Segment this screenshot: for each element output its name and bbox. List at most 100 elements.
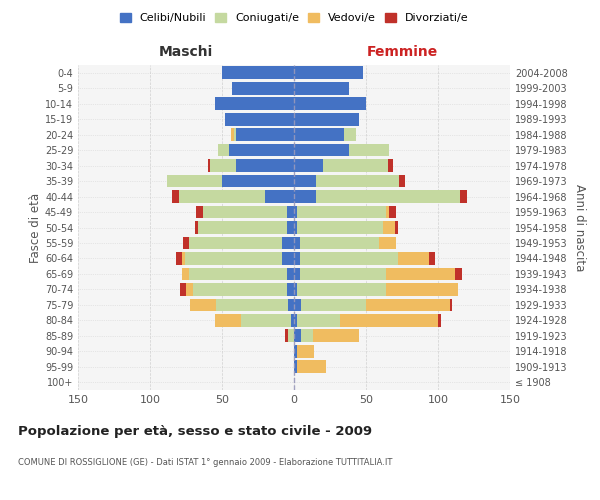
Bar [286, 330, 288, 342]
Bar [218, 144, 229, 156]
Bar [265, 190, 294, 203]
Bar [297, 314, 340, 326]
Legend: Celibi/Nubili, Coniugati/e, Vedovi/e, Divorziati/e: Celibi/Nubili, Coniugati/e, Vedovi/e, Di… [118, 10, 470, 26]
Bar [294, 128, 344, 141]
Bar [225, 113, 294, 126]
Bar [186, 283, 193, 296]
Bar [383, 221, 395, 234]
Bar [288, 330, 294, 342]
Bar [294, 298, 301, 311]
Y-axis label: Anni di nascita: Anni di nascita [573, 184, 586, 271]
Bar [194, 221, 197, 234]
Bar [366, 298, 449, 311]
Bar [291, 314, 294, 326]
Bar [438, 314, 441, 326]
Bar [197, 221, 287, 234]
Bar [294, 113, 359, 126]
Text: Popolazione per età, sesso e stato civile - 2009: Popolazione per età, sesso e stato civil… [18, 425, 372, 438]
Bar [294, 174, 316, 188]
Bar [294, 98, 366, 110]
Bar [294, 190, 316, 203]
Bar [232, 82, 294, 94]
Bar [287, 283, 294, 296]
Bar [229, 144, 294, 156]
Text: COMUNE DI ROSSIGLIONE (GE) - Dati ISTAT 1° gennaio 2009 - Elaborazione TUTTITALI: COMUNE DI ROSSIGLIONE (GE) - Dati ISTAT … [18, 458, 392, 467]
Bar [182, 268, 189, 280]
Bar [300, 252, 398, 265]
Bar [297, 221, 383, 234]
Bar [179, 190, 265, 203]
Bar [430, 252, 435, 265]
Bar [215, 98, 294, 110]
Bar [180, 283, 186, 296]
Bar [294, 159, 323, 172]
Bar [323, 159, 388, 172]
Bar [172, 190, 179, 203]
Bar [203, 206, 287, 218]
Bar [211, 159, 236, 172]
Bar [379, 236, 396, 250]
Bar [340, 314, 438, 326]
Bar [236, 128, 294, 141]
Bar [241, 314, 291, 326]
Bar [294, 221, 297, 234]
Bar [398, 252, 430, 265]
Bar [300, 236, 379, 250]
Bar [189, 268, 287, 280]
Bar [294, 268, 300, 280]
Bar [294, 206, 297, 218]
Bar [389, 206, 396, 218]
Bar [294, 283, 297, 296]
Bar [216, 298, 288, 311]
Bar [297, 360, 326, 373]
Bar [449, 298, 452, 311]
Bar [208, 159, 211, 172]
Bar [287, 206, 294, 218]
Bar [189, 236, 283, 250]
Bar [297, 283, 386, 296]
Text: Femmine: Femmine [367, 44, 437, 59]
Bar [190, 298, 216, 311]
Bar [283, 252, 294, 265]
Bar [182, 252, 185, 265]
Bar [215, 314, 241, 326]
Bar [399, 174, 405, 188]
Text: Maschi: Maschi [159, 44, 213, 59]
Bar [460, 190, 467, 203]
Bar [294, 330, 301, 342]
Bar [176, 252, 182, 265]
Bar [196, 206, 203, 218]
Bar [294, 345, 297, 358]
Bar [395, 221, 398, 234]
Bar [294, 144, 349, 156]
Bar [316, 174, 399, 188]
Bar [294, 236, 300, 250]
Bar [386, 206, 389, 218]
Bar [183, 236, 189, 250]
Bar [294, 360, 297, 373]
Bar [313, 330, 359, 342]
Bar [287, 268, 294, 280]
Bar [193, 283, 287, 296]
Bar [294, 314, 297, 326]
Bar [236, 159, 294, 172]
Bar [185, 252, 283, 265]
Bar [287, 221, 294, 234]
Bar [222, 66, 294, 79]
Bar [230, 128, 233, 141]
Bar [316, 190, 460, 203]
Bar [297, 345, 314, 358]
Y-axis label: Fasce di età: Fasce di età [29, 192, 42, 262]
Bar [349, 144, 389, 156]
Bar [167, 174, 222, 188]
Bar [294, 66, 363, 79]
Bar [222, 174, 294, 188]
Bar [301, 330, 313, 342]
Bar [301, 298, 366, 311]
Bar [386, 268, 455, 280]
Bar [297, 206, 386, 218]
Bar [344, 128, 356, 141]
Bar [294, 82, 349, 94]
Bar [288, 298, 294, 311]
Bar [233, 128, 236, 141]
